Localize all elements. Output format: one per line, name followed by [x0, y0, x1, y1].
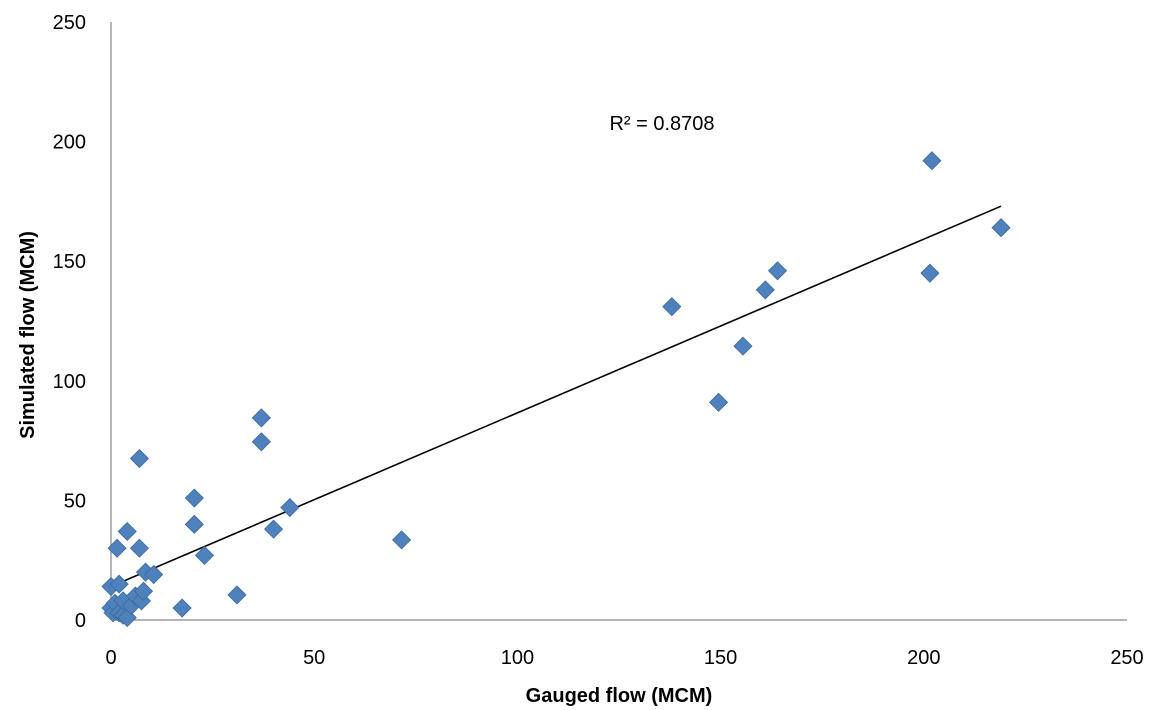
y-tick-label: 0	[75, 610, 86, 632]
data-point	[920, 263, 940, 283]
x-tick-label: 100	[501, 647, 534, 669]
data-point	[144, 564, 164, 585]
trendline-layer	[110, 205, 1002, 588]
data-point	[117, 521, 137, 542]
x-tick-label: 0	[105, 647, 116, 669]
data-point	[251, 432, 271, 452]
data-point	[709, 392, 729, 412]
data-point	[227, 585, 247, 605]
x-tick-label: 200	[907, 647, 940, 669]
data-point	[129, 448, 150, 469]
data-point	[133, 581, 154, 601]
data-point	[107, 538, 127, 558]
data-point	[733, 336, 753, 356]
y-tick-label: 100	[53, 371, 86, 393]
data-point	[129, 538, 150, 558]
linear-trendline	[110, 205, 1002, 588]
x-tick-labels: 0 50 100 150 200 250	[105, 647, 1143, 669]
y-tick-label: 150	[53, 251, 86, 273]
data-point	[194, 545, 215, 565]
data-point	[991, 218, 1011, 238]
data-point	[263, 519, 284, 539]
data-point	[280, 498, 300, 518]
x-tick-label: 50	[303, 647, 325, 669]
data-point	[251, 408, 271, 428]
data-point	[755, 280, 775, 300]
y-tick-labels: 0 50 100 150 200 250	[53, 12, 86, 632]
data-point	[184, 488, 204, 508]
data-point	[392, 530, 412, 550]
x-tick-label: 250	[1110, 647, 1143, 669]
x-tick-label: 150	[704, 647, 737, 669]
data-point	[184, 514, 204, 534]
y-tick-label: 200	[53, 132, 86, 154]
data-point	[662, 297, 682, 317]
axes	[110, 22, 1127, 621]
y-tick-label: 50	[64, 490, 86, 512]
data-point	[172, 598, 192, 618]
data-points	[101, 151, 1011, 628]
data-point	[767, 261, 788, 281]
y-tick-label: 250	[53, 12, 86, 34]
data-point	[109, 574, 129, 594]
data-point	[922, 151, 942, 171]
x-axis-title: Gauged flow (MCM)	[526, 685, 713, 707]
y-axis-title: Simulated flow (MCM)	[17, 231, 39, 439]
r-squared-annotation: R² = 0.8708	[609, 113, 714, 135]
